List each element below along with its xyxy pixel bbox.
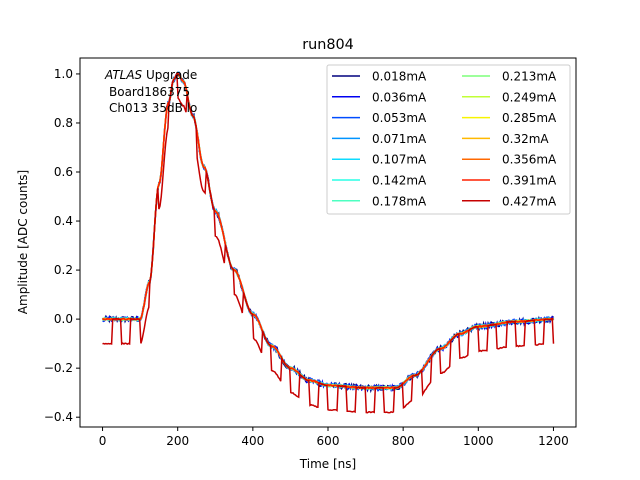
legend-label: 0.018mA [372,70,427,84]
y-tick-label: −0.2 [44,361,73,375]
legend-label: 0.356mA [502,153,557,167]
legend-label: 0.178mA [372,194,427,208]
legend-box [326,64,571,215]
annotation-upgrade: Upgrade [142,68,197,82]
y-tick-label: 0.8 [54,116,73,130]
legend-label: 0.427mA [502,194,557,208]
x-tick-label: 600 [317,434,340,448]
annotation-board: Board186375 [109,85,190,99]
x-tick-label: 400 [241,434,264,448]
atlas-annotation: ATLAS Upgrade Board186375 Ch013 35dB lo [104,68,197,115]
legend-label: 0.391mA [502,174,557,188]
x-tick-label: 800 [392,434,415,448]
x-axis-label: Time [ns] [299,457,356,471]
y-tick-label: 1.0 [54,67,73,81]
legend-label: 0.32mA [502,132,549,146]
y-tick-label: 0.6 [54,165,73,179]
x-tick-label: 0 [99,434,107,448]
legend-label: 0.071mA [372,132,427,146]
legend-entries: 0.018mA 0.036mA 0.053mA 0.071mA 0.107mA 0.142… [332,70,557,208]
legend-label: 0.107mA [372,153,427,167]
y-tick-label: 0.0 [54,312,73,326]
x-tick-label: 1200 [538,434,569,448]
y-tick-label: −0.4 [44,410,73,424]
annotation-channel: Ch013 35dB lo [109,101,197,115]
x-axis: 0 200 400 600 800 1000 1200 [99,427,569,448]
legend-label: 0.249mA [502,90,557,104]
series-layer [101,70,555,414]
annotation-atlas: ATLAS [104,68,143,82]
y-tick-label: 0.2 [54,263,73,277]
legend-label: 0.285mA [502,111,557,125]
annotation-line-1: ATLAS Upgrade [104,68,197,82]
x-tick-label: 1000 [463,434,494,448]
legend-label: 0.213mA [502,70,557,84]
chart-title: run804 [302,37,354,53]
legend-label: 0.053mA [372,111,427,125]
legend-label: 0.142mA [372,174,427,188]
series-line-0.427mA [102,71,555,414]
legend-label: 0.036mA [372,90,427,104]
y-tick-label: 0.4 [54,214,73,228]
y-axis: −0.4 −0.2 0.0 0.2 0.4 0.6 0.8 1.0 [44,67,80,424]
y-axis-label: Amplitude [ADC counts] [16,170,30,314]
legend: 0.018mA 0.036mA 0.053mA 0.071mA 0.107mA 0.142… [326,64,571,215]
x-tick-label: 200 [166,434,189,448]
